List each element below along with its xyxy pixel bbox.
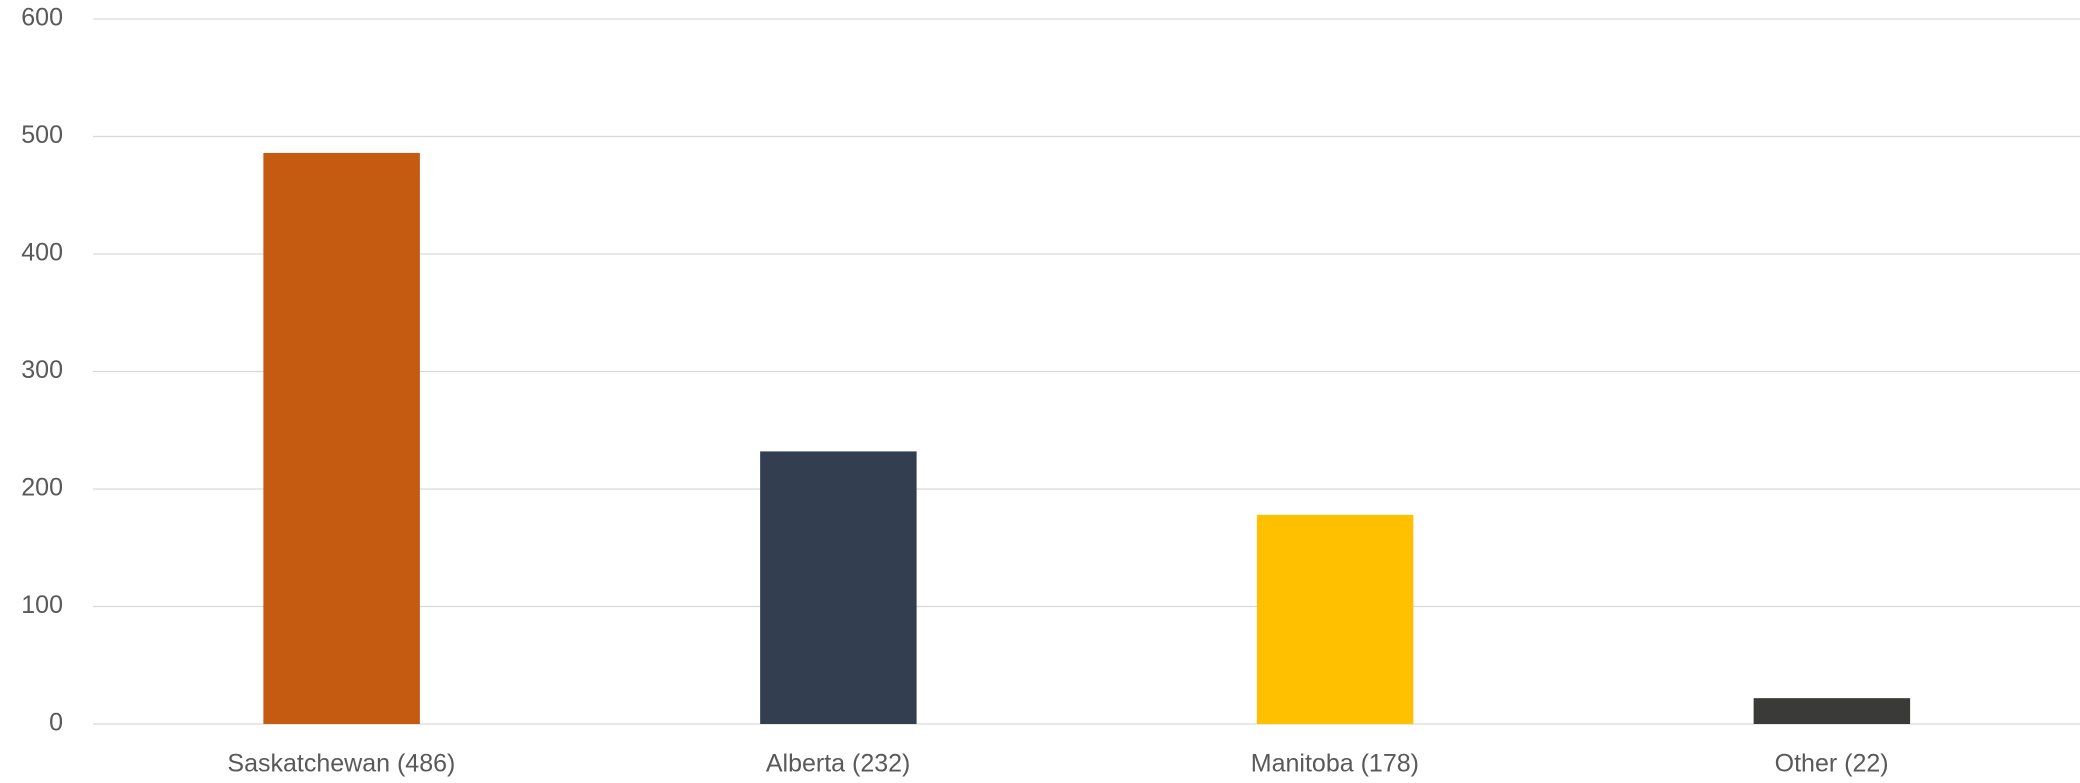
x-tick-label: Saskatchewan (486) xyxy=(227,750,455,778)
bar xyxy=(1753,698,1911,724)
y-tick-label: 200 xyxy=(21,474,63,502)
y-tick-label: 400 xyxy=(21,239,63,267)
y-tick-label: 300 xyxy=(21,356,63,384)
y-tick-label: 0 xyxy=(49,709,63,737)
x-tick-label: Other (22) xyxy=(1775,750,1889,778)
y-tick-label: 500 xyxy=(21,121,63,149)
y-tick-label: 100 xyxy=(21,591,63,619)
y-tick-label: 600 xyxy=(21,4,63,32)
x-tick-label: Manitoba (178) xyxy=(1251,750,1419,778)
bar xyxy=(1256,514,1414,724)
x-tick-label: Alberta (232) xyxy=(766,750,911,778)
bar xyxy=(760,451,917,724)
bar xyxy=(263,152,420,724)
